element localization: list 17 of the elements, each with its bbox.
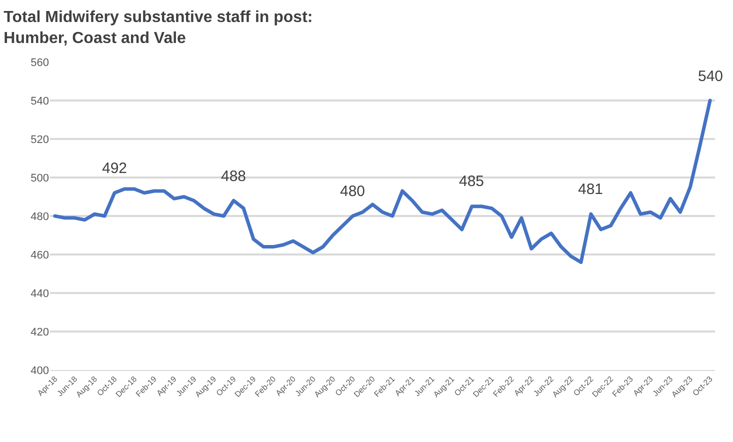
y-tick-label: 440	[30, 288, 49, 300]
line-series	[53, 98, 712, 264]
y-tick-label: 420	[30, 326, 49, 338]
chart-title: Total Midwifery substantive staff in post: Humber, Coast and Vale	[4, 9, 313, 47]
annotation: 481	[578, 181, 604, 198]
annotation: 480	[340, 183, 366, 200]
y-tick-label: 480	[30, 210, 49, 223]
y-tick-label: 520	[30, 134, 49, 146]
y-tick-label: 500	[30, 172, 49, 184]
annotation: 485	[459, 173, 484, 190]
y-tick-label: 400	[30, 364, 49, 377]
annotation: 488	[221, 168, 246, 185]
annotation: 492	[102, 160, 128, 177]
y-tick-label: 460	[30, 249, 49, 262]
annotation: 540	[698, 68, 724, 85]
y-tick-label: 540	[30, 95, 49, 108]
y-tick-label: 560	[30, 56, 49, 69]
